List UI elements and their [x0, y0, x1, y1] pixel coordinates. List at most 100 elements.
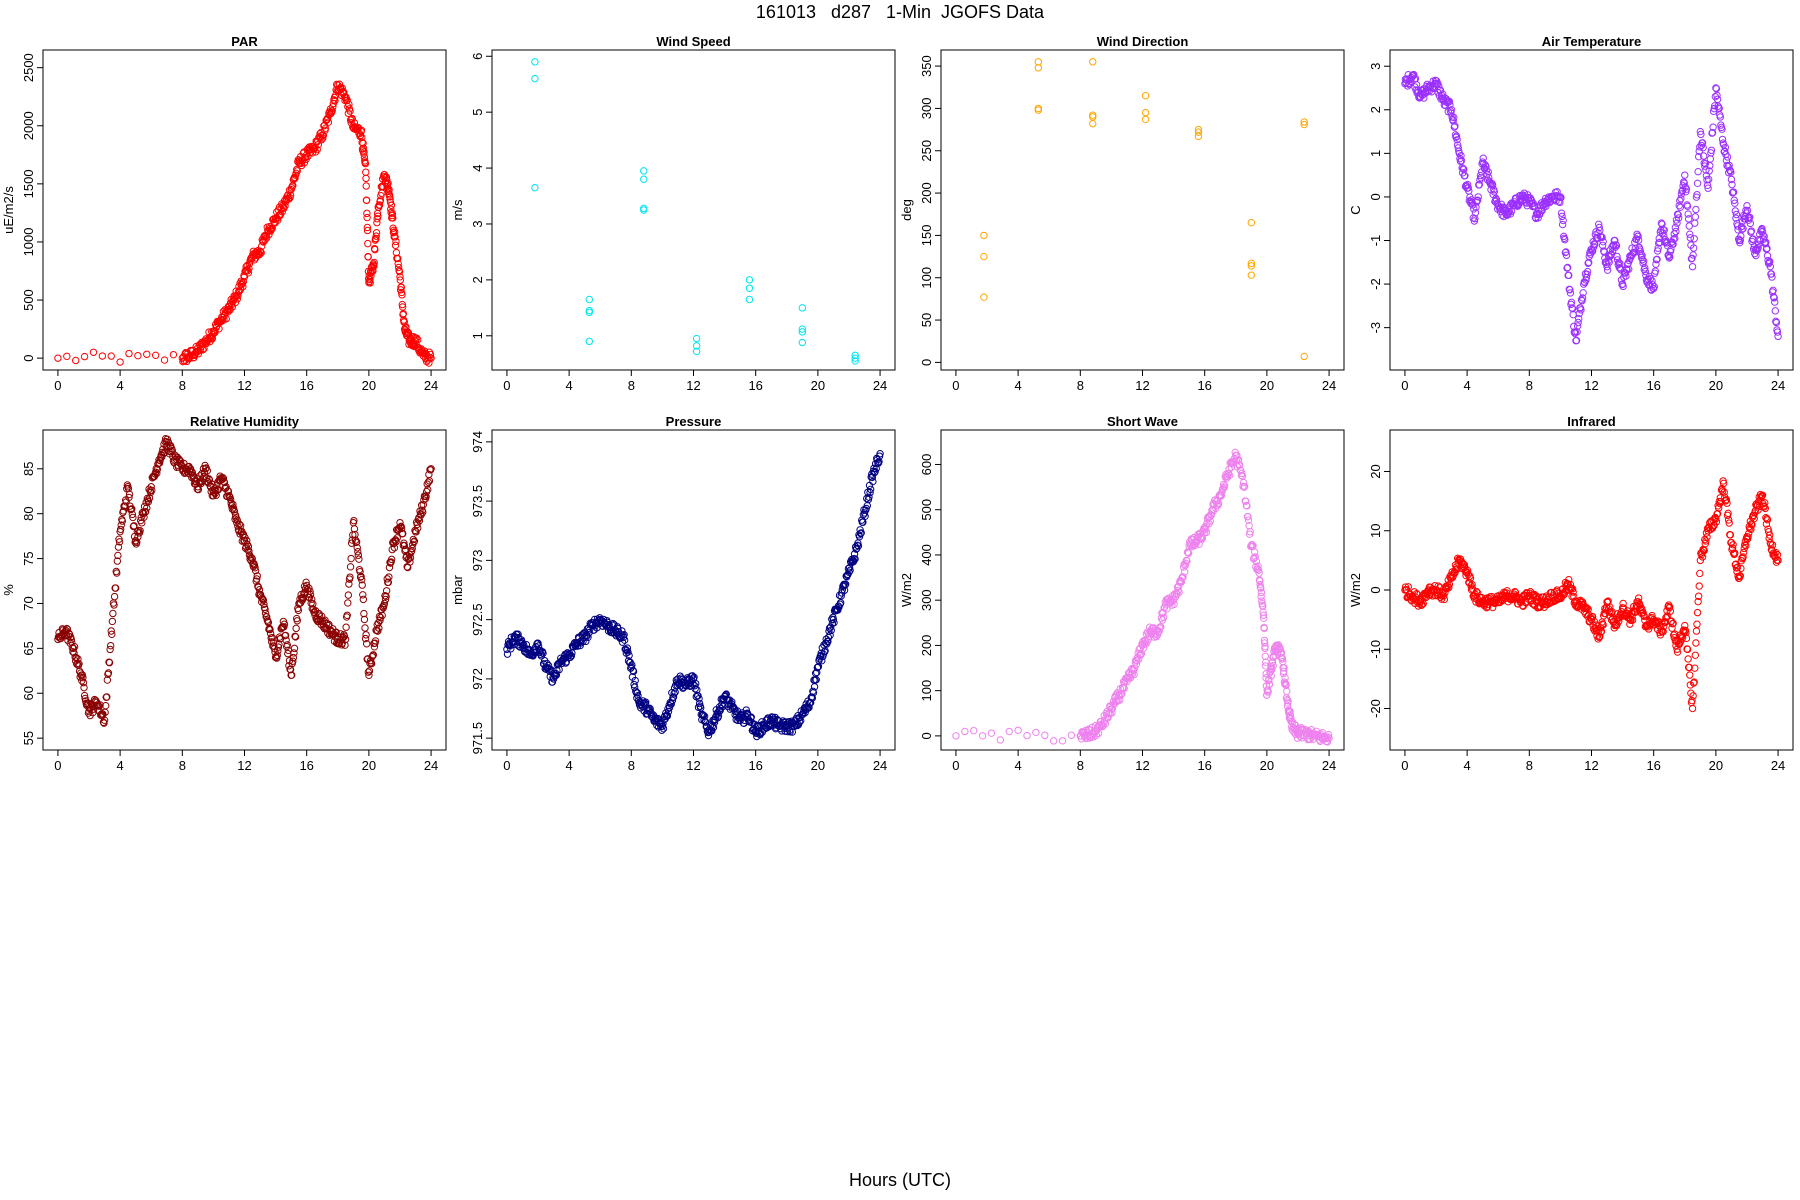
data-point — [579, 637, 587, 646]
x-tick-label: 0 — [1401, 378, 1408, 393]
data-point — [1690, 235, 1698, 243]
data-point — [1721, 143, 1730, 152]
y-tick-label: -3 — [1368, 322, 1383, 334]
data-point — [103, 676, 112, 684]
data-point — [1619, 282, 1627, 291]
data-point — [1708, 129, 1717, 137]
data-point — [952, 732, 960, 740]
data-point — [1762, 520, 1771, 528]
y-tick-label: 0 — [21, 355, 36, 362]
data-point — [100, 716, 109, 724]
data-point — [1168, 592, 1177, 600]
data-point — [234, 292, 242, 300]
data-point — [1729, 541, 1737, 549]
data-point — [317, 135, 326, 144]
data-point — [634, 692, 642, 700]
data-point — [1634, 594, 1643, 602]
data-point — [346, 107, 354, 115]
data-point — [361, 634, 370, 643]
data-point — [1606, 603, 1614, 611]
y-axis-label: mbar — [450, 575, 465, 605]
data-point — [584, 633, 592, 641]
y-tick-label: 1 — [470, 332, 485, 339]
data-point — [219, 474, 228, 483]
data-point — [1238, 469, 1246, 478]
data-point — [372, 229, 381, 237]
data-point — [813, 663, 822, 672]
data-point — [531, 58, 539, 66]
data-point — [1565, 575, 1573, 584]
y-tick-label: 600 — [919, 454, 934, 476]
data-point — [79, 678, 88, 687]
data-point — [1023, 731, 1031, 740]
data-point — [139, 509, 148, 518]
data-point — [798, 304, 807, 312]
data-point — [708, 722, 717, 730]
data-point — [1219, 480, 1228, 489]
data-point — [363, 226, 372, 235]
data-point — [856, 529, 865, 538]
data-point — [111, 584, 120, 592]
data-point — [200, 337, 209, 345]
data-point — [548, 678, 557, 686]
data-point — [1257, 592, 1265, 601]
data-point — [1562, 248, 1570, 256]
data-point — [397, 283, 406, 291]
data-point — [1706, 155, 1715, 163]
data-point — [76, 673, 84, 681]
data-point — [342, 623, 350, 631]
y-tick-label: 70 — [21, 596, 36, 610]
x-tick-label: 4 — [566, 758, 573, 773]
data-point — [1247, 259, 1256, 268]
data-point — [422, 492, 430, 501]
data-point — [130, 522, 138, 530]
data-point — [1453, 136, 1461, 144]
data-point — [1677, 194, 1685, 203]
data-point — [1695, 582, 1703, 590]
data-point — [289, 657, 297, 665]
data-point — [1712, 518, 1721, 526]
data-point — [1691, 664, 1699, 672]
data-point — [1739, 224, 1747, 233]
plot-frame — [491, 429, 896, 751]
data-point — [1659, 627, 1667, 636]
data-point — [1569, 588, 1577, 596]
data-point — [969, 726, 978, 735]
panel-title: Air Temperature — [1542, 34, 1641, 49]
data-point — [354, 547, 362, 556]
data-point — [385, 573, 393, 581]
data-point — [281, 202, 289, 210]
data-point — [1741, 541, 1749, 549]
data-point — [392, 237, 400, 246]
data-point — [371, 245, 379, 254]
data-point — [1488, 181, 1497, 189]
data-point — [341, 635, 350, 644]
panel-par: PAR uE/m2/s 0 4 8 12 16 20 24 0 500 1000 1500 2000 250… — [1, 34, 447, 393]
x-tick-label: 24 — [873, 758, 887, 773]
data-point — [865, 493, 873, 501]
data-point — [531, 183, 539, 192]
data-point — [1153, 631, 1162, 639]
data-point — [1243, 502, 1251, 510]
y-tick-label: 10 — [1368, 524, 1383, 538]
data-point — [1246, 528, 1254, 536]
data-point — [1484, 168, 1492, 176]
data-point — [290, 644, 299, 653]
data-point — [116, 525, 125, 534]
y-tick-label: 3 — [470, 220, 485, 227]
data-point — [293, 617, 301, 625]
data-point — [414, 524, 422, 532]
data-point — [1534, 214, 1542, 222]
data-point — [1580, 278, 1588, 286]
data-point — [357, 575, 366, 584]
data-point — [1477, 174, 1485, 182]
data-point — [1653, 247, 1662, 255]
data-point — [1674, 214, 1683, 222]
data-point — [215, 325, 223, 333]
data-point — [1452, 132, 1461, 140]
data-point — [1638, 255, 1647, 264]
data-point — [1747, 525, 1755, 534]
data-point — [151, 351, 160, 360]
data-point — [1260, 614, 1268, 622]
data-point — [412, 334, 421, 342]
